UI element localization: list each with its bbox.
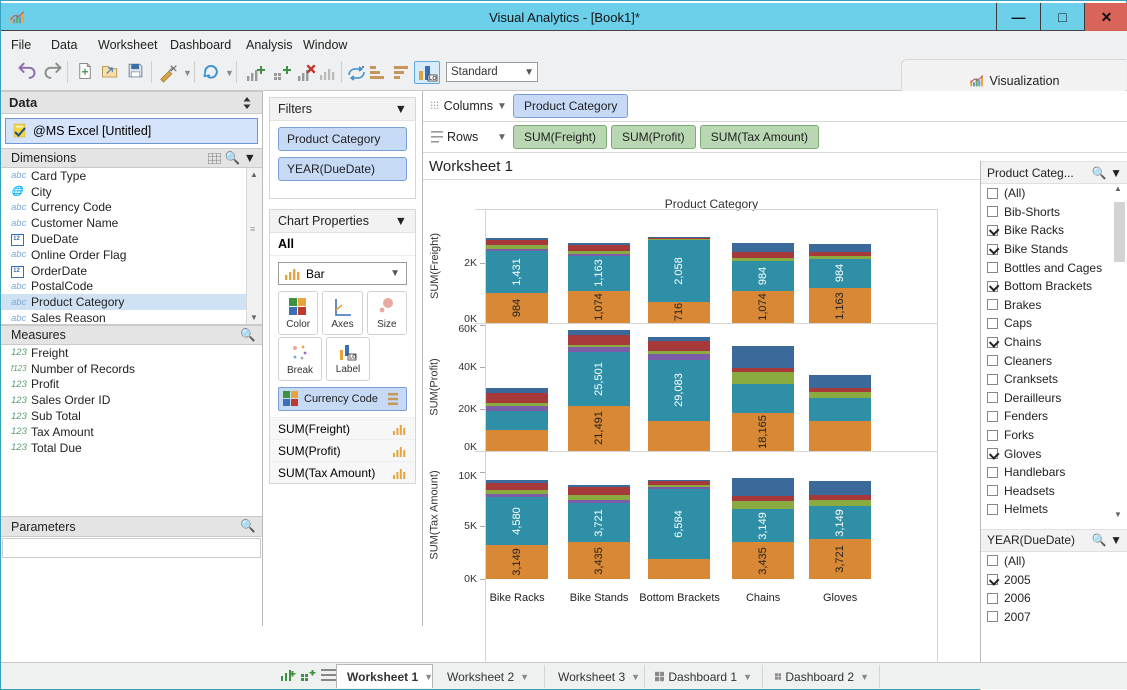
svg-text:LO: LO [429, 76, 437, 82]
svg-text:LO: LO [349, 354, 356, 360]
